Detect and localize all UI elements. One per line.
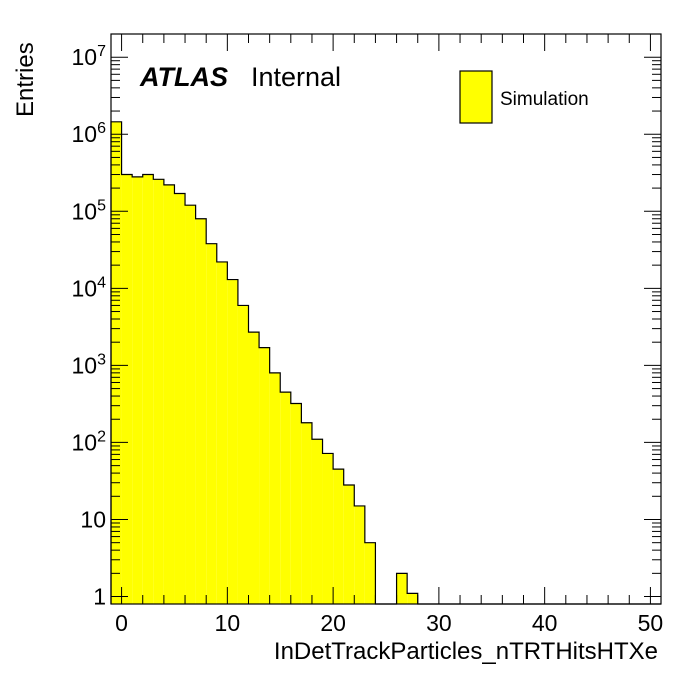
y-tick-labels: 1 10 102 103 104 105 106 107 — [72, 43, 107, 609]
histogram-bar — [407, 593, 418, 604]
histogram-bar — [237, 305, 249, 604]
x-axis-label: InDetTrackParticles_nTRTHitsHTXe — [274, 638, 658, 665]
x-tick-label: 40 — [532, 610, 558, 636]
histogram-bar — [322, 453, 334, 604]
histogram-bar — [248, 332, 260, 604]
histogram-bar — [343, 485, 355, 604]
x-tick-label: 50 — [638, 610, 664, 636]
y-tick-label: 102 — [72, 428, 107, 455]
histogram-bar — [142, 174, 154, 604]
x-tick-label: 30 — [426, 610, 452, 636]
y-axis-label: Entries — [12, 42, 39, 117]
legend-swatch — [459, 70, 493, 124]
bars-layer — [111, 121, 418, 605]
histogram-bar — [280, 392, 291, 604]
histogram-bar — [333, 469, 344, 604]
x-tick-label: 0 — [115, 610, 128, 636]
histogram-bar — [195, 218, 207, 604]
histogram-bar — [290, 403, 302, 604]
histogram-bar — [227, 279, 238, 604]
histogram-bar — [185, 205, 196, 604]
y-tick-label: 103 — [72, 351, 107, 378]
y-tick-label: 107 — [72, 43, 107, 70]
y-tick-label: 1 — [93, 584, 106, 610]
ticks-layer — [111, 33, 661, 604]
x-tick-labels: 0 10 20 30 40 50 — [115, 610, 663, 636]
y-tick-label: 105 — [72, 197, 107, 224]
histogram-bar — [163, 184, 175, 604]
y-tick-label: 104 — [72, 274, 107, 301]
atlas-internal-label: Internal — [251, 62, 341, 92]
plot-frame — [110, 33, 662, 605]
histogram-bar — [311, 439, 323, 604]
histogram-bar — [301, 422, 312, 604]
histogram-bar — [121, 174, 133, 604]
histogram-bar — [364, 542, 376, 604]
histogram-bar — [259, 347, 270, 604]
histogram-bar — [216, 261, 228, 604]
x-tick-label: 20 — [320, 610, 346, 636]
histogram-bar — [269, 372, 281, 604]
y-tick-label: 106 — [72, 120, 107, 147]
y-tick-label: 10 — [80, 506, 106, 532]
histogram-bar — [354, 505, 365, 604]
legend: Simulation — [459, 70, 589, 124]
atlas-label: ATLAS — [139, 62, 228, 92]
x-tick-label: 10 — [215, 610, 241, 636]
legend-label-simulation: Simulation — [500, 89, 589, 110]
histogram-bar — [206, 243, 217, 604]
histogram-bar — [111, 121, 122, 605]
histogram-bar — [174, 193, 186, 605]
histogram-bar — [396, 573, 408, 604]
histogram-bar — [132, 176, 143, 604]
histogram-bar — [153, 179, 164, 604]
